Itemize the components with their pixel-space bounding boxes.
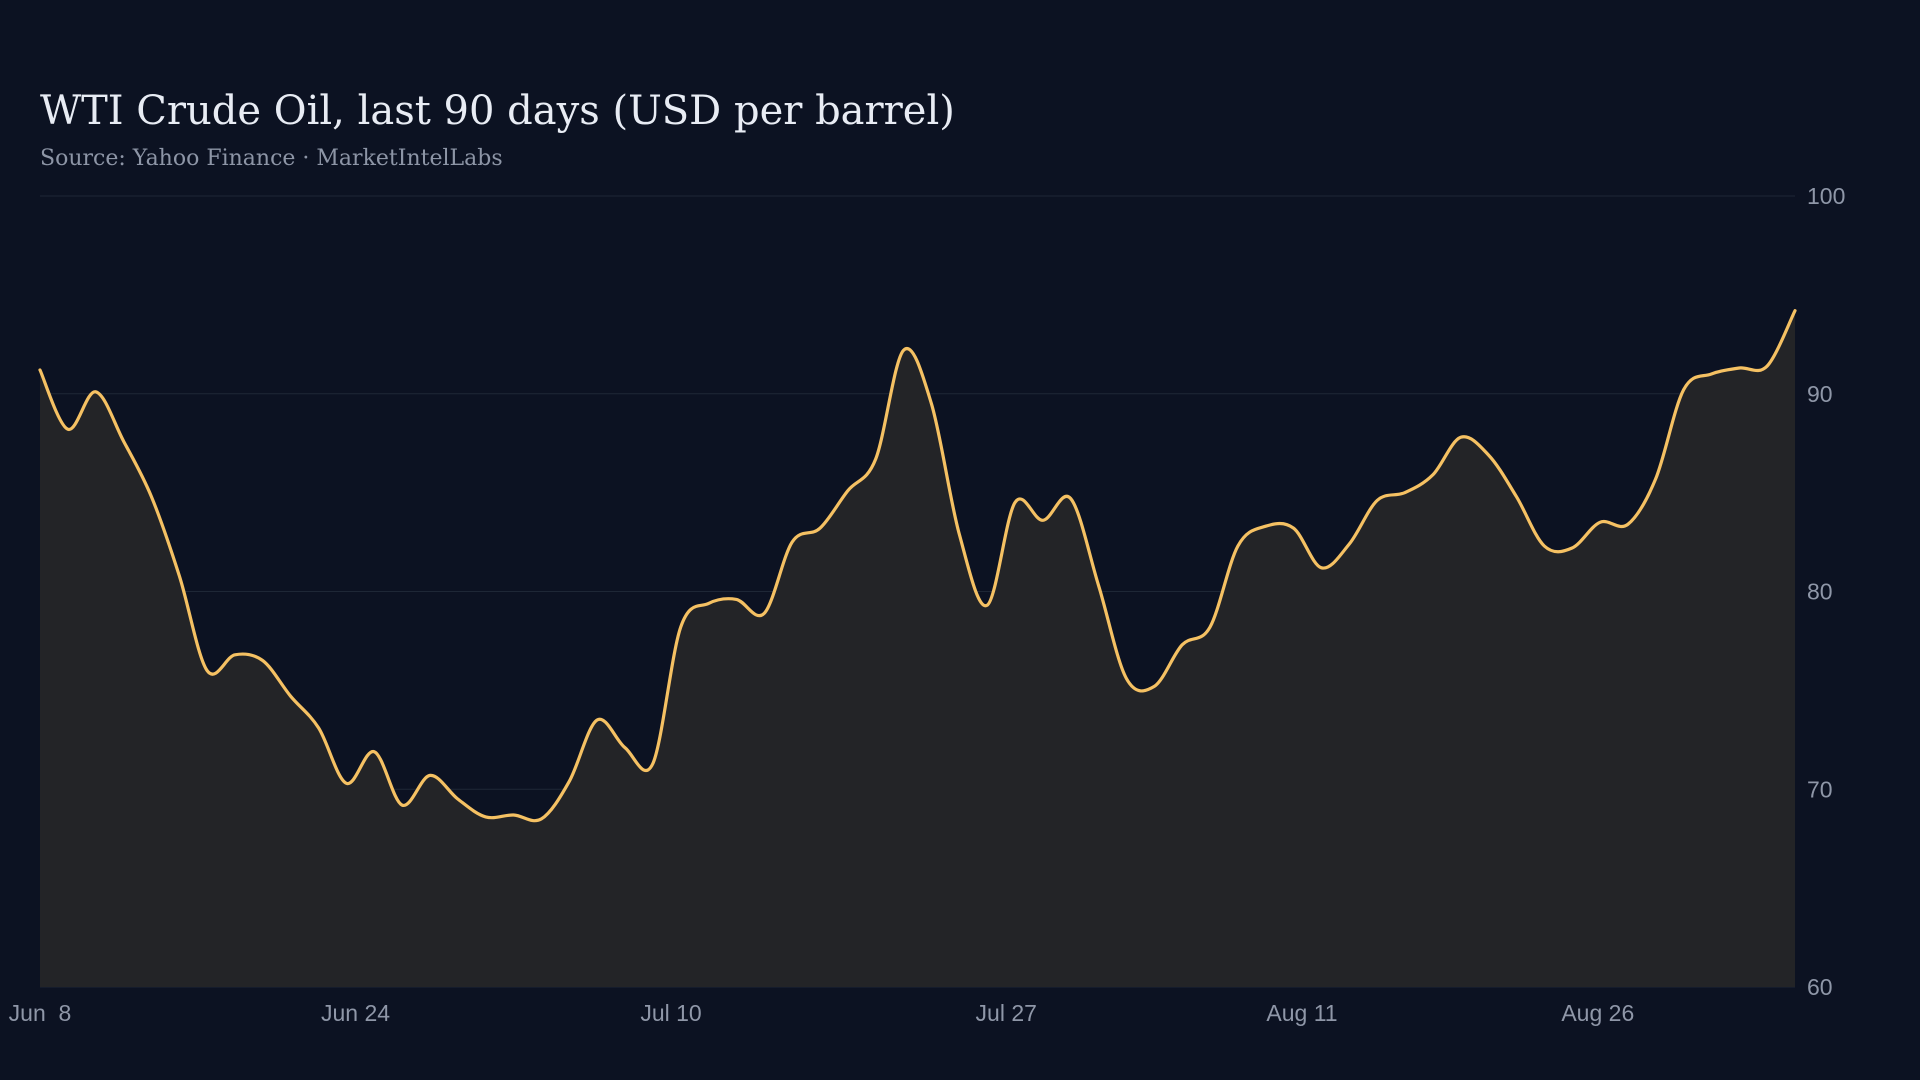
y-tick-label: 90 — [1807, 381, 1833, 407]
x-tick-label: Aug 26 — [1561, 1000, 1634, 1026]
x-tick-label: Jul 10 — [640, 1000, 701, 1026]
x-tick-label: Jun 8 — [9, 1000, 72, 1026]
y-tick-label: 60 — [1807, 974, 1833, 1000]
chart-subtitle: Source: Yahoo Finance · MarketIntelLabs — [40, 146, 503, 171]
series-line — [38, 309, 1797, 823]
chart-title: WTI Crude Oil, last 90 days (USD per bar… — [40, 88, 955, 134]
x-tick-label: Jul 27 — [976, 1000, 1037, 1026]
y-tick-label: 70 — [1807, 776, 1833, 802]
x-tick-label: Aug 11 — [1266, 1000, 1337, 1026]
series-area — [40, 310, 1795, 987]
y-tick-label: 100 — [1807, 183, 1845, 209]
y-tick-label: 80 — [1807, 579, 1833, 605]
x-tick-label: Jun 24 — [321, 1000, 390, 1026]
